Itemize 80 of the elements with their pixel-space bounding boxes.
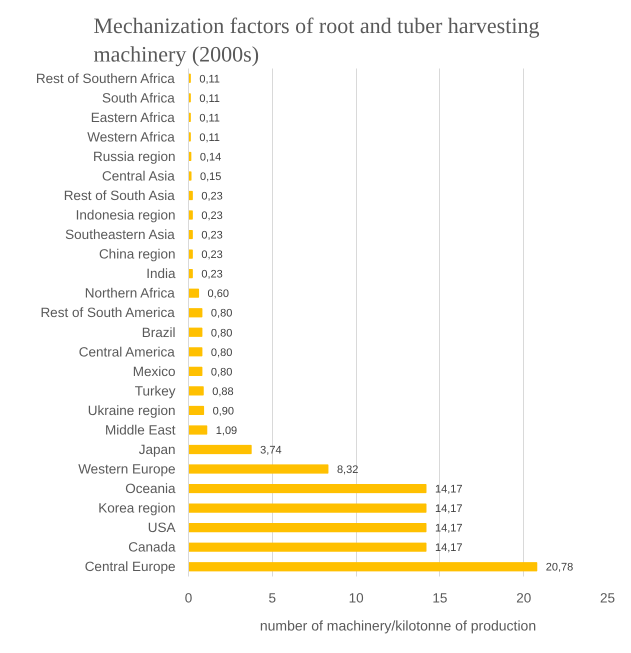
x-tick-label: 0 xyxy=(184,590,192,606)
data-label: 14,17 xyxy=(434,542,463,554)
x-tick-label: 20 xyxy=(516,590,532,606)
y-tick-label: Brazil xyxy=(142,324,176,340)
data-label: 20,78 xyxy=(546,562,574,574)
bar xyxy=(188,230,193,240)
bar xyxy=(188,288,200,298)
bar xyxy=(188,269,193,278)
data-label: 0,23 xyxy=(201,210,223,222)
y-tick-label: Western Europe xyxy=(78,462,176,477)
data-label: 0,80 xyxy=(210,327,232,340)
bar xyxy=(188,210,193,220)
data-label: 0,80 xyxy=(210,308,232,320)
y-tick-label: Rest of South America xyxy=(40,305,176,320)
y-tick-label: USA xyxy=(148,520,176,536)
data-label: 3,74 xyxy=(260,444,282,456)
data-label: 0,11 xyxy=(199,112,220,124)
y-tick-label: Mexico xyxy=(132,364,176,379)
x-axis-title: number of machinery/kilotonne of production xyxy=(260,618,536,634)
y-tick-label: Turkey xyxy=(134,383,176,398)
data-label: 0,23 xyxy=(201,268,223,281)
data-label: 0,11 xyxy=(199,132,220,144)
y-tick-label: India xyxy=(146,266,176,282)
x-tick-label: 25 xyxy=(600,590,616,606)
y-tick-label: Western Africa xyxy=(87,129,176,144)
y-tick-label: Southeastern Asia xyxy=(65,227,176,242)
bar xyxy=(188,542,426,552)
y-tick-label: Japan xyxy=(138,442,176,457)
bar xyxy=(188,308,202,318)
bar xyxy=(188,562,538,572)
y-tick-label: Northern Africa xyxy=(84,286,176,301)
y-tick-label: Ukraine region xyxy=(88,402,176,418)
y-tick-label: Middle East xyxy=(104,422,176,438)
data-label: 14,17 xyxy=(434,503,463,516)
y-tick-label: Indonesia region xyxy=(76,208,176,223)
bar xyxy=(188,523,426,532)
bar xyxy=(188,347,202,356)
y-tick-label: Central Asia xyxy=(102,168,176,184)
data-label: 0,23 xyxy=(201,230,223,242)
data-label: 0,11 xyxy=(199,92,220,105)
bar xyxy=(188,190,193,200)
y-tick-label: Rest of Southern Africa xyxy=(36,70,176,86)
y-tick-label: Eastern Africa xyxy=(90,110,176,125)
bar xyxy=(188,464,328,474)
y-tick-label: Korea region xyxy=(98,500,176,516)
data-label: 0,15 xyxy=(200,170,222,183)
bar xyxy=(188,484,426,494)
y-tick-label: Canada xyxy=(128,540,176,555)
y-tick-label: Oceania xyxy=(125,481,176,496)
data-label: 14,17 xyxy=(434,484,463,496)
y-tick-label: Central America xyxy=(78,344,176,360)
data-label: 0,23 xyxy=(201,190,223,202)
data-label: 0,80 xyxy=(210,366,232,378)
y-tick-label: Central Europe xyxy=(84,559,176,574)
data-label: 0,80 xyxy=(210,346,232,359)
data-label: 0,88 xyxy=(212,386,234,398)
bar xyxy=(188,366,202,376)
data-label: 14,17 xyxy=(434,522,463,535)
x-tick-label: 10 xyxy=(348,590,364,606)
bar xyxy=(188,328,202,337)
data-label: 0,23 xyxy=(201,249,223,262)
bar xyxy=(188,425,208,435)
bar xyxy=(188,386,204,396)
x-tick-label: 5 xyxy=(268,590,276,606)
data-label: 0,90 xyxy=(212,405,234,418)
data-label: 0,14 xyxy=(200,151,222,164)
y-tick-label: Rest of South Asia xyxy=(64,188,176,203)
y-tick-label: China region xyxy=(98,246,176,262)
data-label: 0,60 xyxy=(208,288,229,300)
bar xyxy=(188,250,193,259)
bar xyxy=(188,504,426,513)
data-label: 1,09 xyxy=(216,424,238,437)
data-label: 0,11 xyxy=(199,73,220,86)
bar xyxy=(188,406,204,416)
chart-title: Mechanization factors of root and tuber harvesting machinery (2000s) xyxy=(94,12,540,66)
y-tick-label: Russia region xyxy=(92,148,176,164)
data-label: 8,32 xyxy=(336,464,358,476)
y-tick-label: South Africa xyxy=(102,90,176,106)
x-tick-label: 15 xyxy=(432,590,448,606)
bar xyxy=(188,444,252,454)
